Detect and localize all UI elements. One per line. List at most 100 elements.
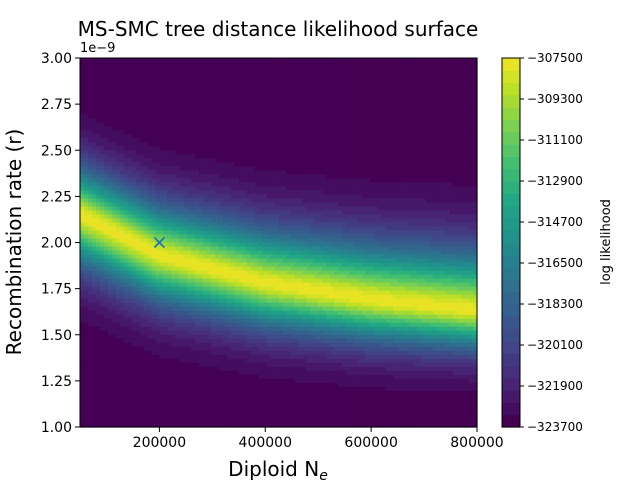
heatmap-cell [199, 350, 204, 356]
heatmap-cell [91, 294, 97, 300]
heatmap-cell [187, 110, 192, 115]
heatmap-cell [135, 202, 141, 207]
heatmap-cell [91, 142, 97, 147]
heatmap-cell [111, 282, 117, 288]
heatmap-cell [246, 230, 252, 236]
heatmap-cell [203, 226, 208, 232]
heatmap-cell [187, 286, 192, 292]
heatmap-cell [195, 122, 200, 127]
heatmap-cell [234, 414, 240, 420]
heatmap-cell [103, 234, 109, 240]
heatmap-cell [258, 406, 264, 412]
heatmap-cell [167, 142, 172, 147]
heatmap-cell [270, 378, 276, 384]
heatmap-cell [286, 106, 292, 111]
heatmap-cell [218, 130, 224, 135]
heatmap-cell [294, 82, 299, 87]
heatmap-cell [282, 174, 288, 179]
heatmap-cell [111, 190, 117, 195]
heatmap-cell [191, 166, 196, 171]
heatmap-cell [199, 422, 204, 428]
heatmap-cell [274, 126, 280, 131]
heatmap-cell [83, 338, 89, 344]
heatmap-cell [127, 394, 133, 400]
heatmap-cell [191, 366, 196, 372]
heatmap-cell [167, 210, 172, 216]
heatmap-cell [103, 406, 109, 412]
heatmap-cell [218, 382, 224, 388]
heatmap-cell [207, 406, 212, 412]
heatmap-cell [246, 98, 252, 103]
heatmap-cell [163, 62, 168, 67]
heatmap-cell [234, 82, 240, 87]
heatmap-cell [127, 202, 133, 207]
heatmap-cell [282, 170, 288, 175]
heatmap-cell [155, 102, 160, 107]
heatmap-cell [175, 310, 180, 316]
heatmap-cell [99, 278, 105, 284]
heatmap-cell [99, 298, 105, 304]
heatmap-cell [183, 326, 188, 332]
heatmap-cell [147, 254, 153, 260]
heatmap-cell [163, 74, 168, 79]
heatmap-cell [187, 230, 192, 236]
heatmap-cell [123, 250, 129, 256]
heatmap-cell [270, 98, 276, 103]
heatmap-cell [262, 322, 268, 328]
heatmap-cell [139, 118, 145, 123]
heatmap-cell [286, 350, 292, 356]
heatmap-cell [127, 358, 133, 364]
heatmap-cell [163, 214, 168, 220]
heatmap-cell [143, 110, 149, 115]
heatmap-cell [294, 134, 299, 139]
heatmap-cell [226, 98, 232, 103]
heatmap-cell [274, 194, 280, 199]
heatmap-cell [87, 182, 93, 187]
heatmap-cell [151, 370, 157, 376]
heatmap-cell [199, 110, 204, 115]
heatmap-cell [207, 198, 212, 203]
heatmap-cell [103, 298, 109, 304]
heatmap-cell [195, 198, 200, 203]
heatmap-cell [80, 422, 85, 428]
heatmap-cell [99, 166, 105, 171]
heatmap-cell [282, 178, 288, 183]
heatmap-cell [290, 86, 295, 91]
heatmap-cell [155, 322, 160, 328]
heatmap-cell [191, 162, 196, 167]
heatmap-cell [258, 258, 264, 264]
heatmap-cell [226, 306, 232, 312]
heatmap-cell [290, 242, 295, 248]
heatmap-cell [135, 198, 141, 203]
heatmap-cell [87, 318, 93, 324]
heatmap-cell [131, 138, 137, 143]
heatmap-cell [270, 286, 276, 292]
heatmap-cell [278, 242, 284, 248]
heatmap-cell [282, 234, 288, 240]
heatmap-cell [254, 142, 260, 147]
heatmap-cell [282, 110, 288, 115]
heatmap-cell [139, 290, 145, 296]
heatmap-cell [183, 206, 188, 212]
heatmap-cell [87, 338, 93, 344]
heatmap-cell [151, 150, 157, 155]
heatmap-cell [254, 266, 260, 272]
heatmap-cell [119, 218, 125, 224]
heatmap-cell [230, 314, 236, 320]
heatmap-cell [139, 222, 145, 228]
heatmap-cell [91, 210, 97, 216]
heatmap-cell [195, 330, 200, 336]
heatmap-cell [254, 206, 260, 212]
heatmap-cell [119, 66, 125, 71]
heatmap-cell [83, 342, 89, 348]
heatmap-cell [167, 290, 172, 296]
heatmap-cell [135, 418, 141, 424]
heatmap-cell [207, 118, 212, 123]
heatmap-cell [167, 150, 172, 155]
heatmap-cell [270, 90, 276, 95]
heatmap-cell [242, 382, 248, 388]
heatmap-cell [159, 178, 164, 183]
heatmap-cell [234, 250, 240, 256]
heatmap-cell [250, 310, 256, 316]
heatmap-cell [250, 218, 256, 224]
